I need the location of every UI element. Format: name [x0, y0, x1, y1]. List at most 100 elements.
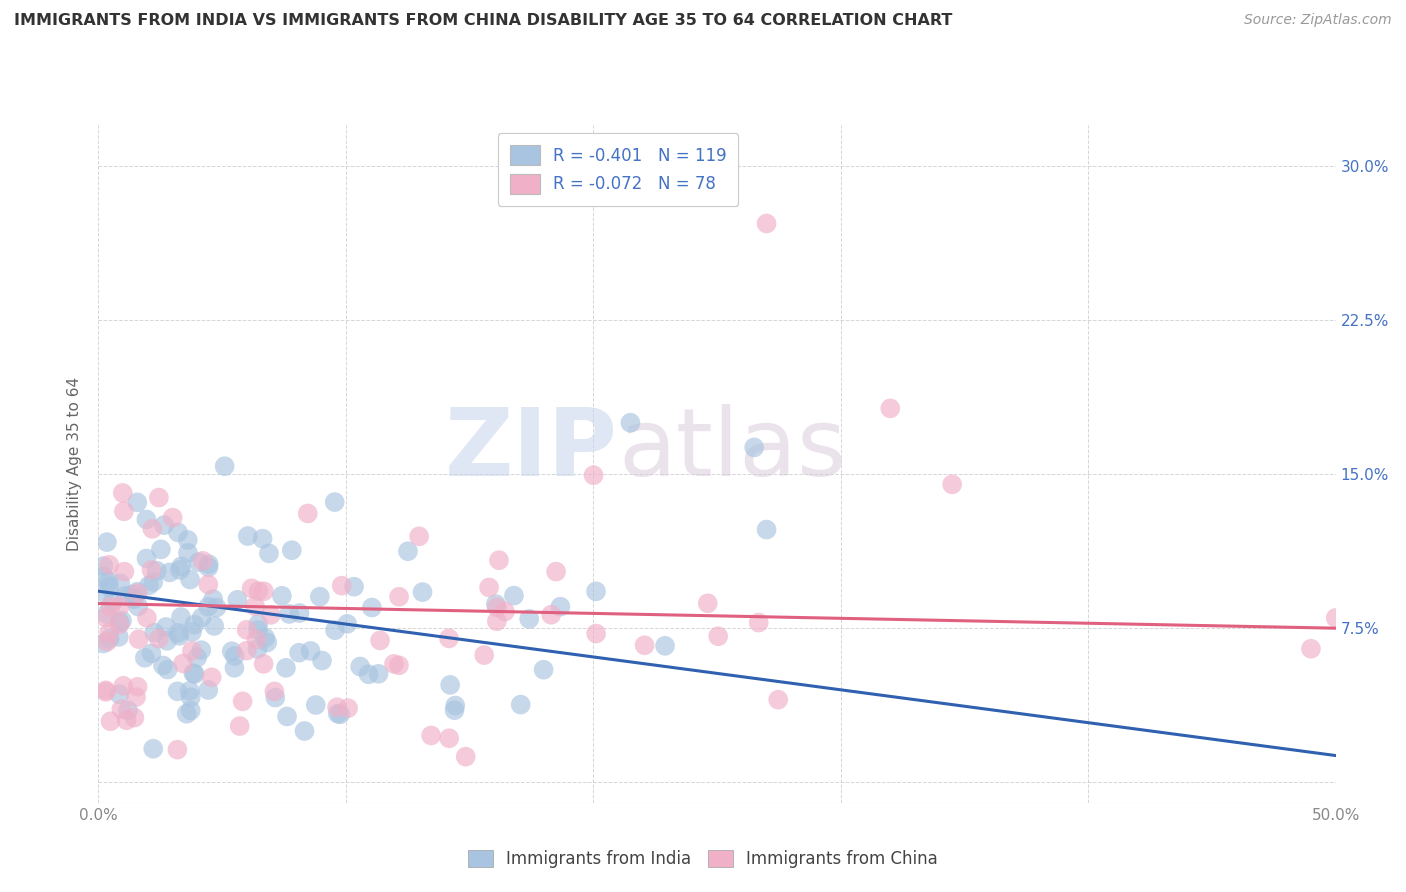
Point [181, 644, 204, 658]
Point [654, 639, 676, 653]
Point [349, 659, 371, 673]
Point [122, 592, 145, 607]
Point [183, 666, 205, 681]
Point [245, 632, 267, 647]
Point [1324, 611, 1347, 625]
Point [201, 670, 224, 684]
Point [224, 661, 246, 675]
Point [108, 615, 131, 630]
Point [172, 657, 194, 671]
Point [232, 694, 254, 708]
Point [170, 610, 193, 624]
Point [437, 632, 460, 646]
Point [202, 619, 225, 633]
Point [288, 646, 311, 660]
Point [264, 690, 287, 705]
Point [177, 533, 200, 547]
Legend: R = -0.401   N = 119, R = -0.072   N = 78: R = -0.401 N = 119, R = -0.072 N = 78 [498, 133, 738, 205]
Point [367, 666, 389, 681]
Point [305, 698, 328, 712]
Point [143, 625, 166, 640]
Point [297, 507, 319, 521]
Point [166, 742, 188, 756]
Point [256, 635, 278, 649]
Point [240, 582, 263, 596]
Point [1299, 641, 1322, 656]
Point [253, 584, 276, 599]
Point [941, 477, 963, 491]
Point [585, 584, 607, 599]
Point [503, 589, 526, 603]
Point [162, 510, 184, 524]
Point [388, 590, 411, 604]
Point [517, 612, 540, 626]
Point [98, 632, 121, 646]
Point [110, 702, 132, 716]
Point [633, 638, 655, 652]
Point [93, 586, 115, 600]
Point [110, 576, 132, 591]
Point [107, 630, 129, 644]
Point [235, 643, 257, 657]
Point [114, 589, 136, 603]
Point [138, 578, 160, 592]
Point [96, 607, 118, 621]
Point [766, 692, 789, 706]
Point [263, 684, 285, 698]
Point [136, 611, 159, 625]
Point [179, 684, 201, 698]
Point [226, 592, 249, 607]
Point [141, 522, 163, 536]
Point [224, 648, 246, 663]
Point [108, 599, 131, 613]
Point [388, 658, 411, 673]
Point [257, 546, 280, 560]
Point [288, 606, 311, 620]
Point [274, 661, 297, 675]
Point [98, 625, 121, 640]
Point [439, 678, 461, 692]
Point [323, 495, 346, 509]
Point [155, 620, 177, 634]
Point [235, 623, 257, 637]
Point [243, 599, 266, 614]
Point [707, 629, 730, 643]
Point [278, 607, 301, 621]
Point [128, 632, 150, 647]
Point [221, 644, 243, 658]
Point [343, 580, 366, 594]
Point [260, 607, 283, 622]
Point [156, 663, 179, 677]
Point [214, 459, 236, 474]
Point [94, 683, 117, 698]
Point [145, 564, 167, 578]
Text: ZIP: ZIP [446, 404, 619, 496]
Point [127, 599, 149, 614]
Point [396, 544, 419, 558]
Point [141, 646, 163, 660]
Point [96, 535, 118, 549]
Point [748, 615, 770, 630]
Point [299, 644, 322, 658]
Point [326, 700, 349, 714]
Point [368, 633, 391, 648]
Point [124, 711, 146, 725]
Point [176, 706, 198, 721]
Point [141, 563, 163, 577]
Point [550, 599, 572, 614]
Point [135, 512, 157, 526]
Point [159, 566, 181, 580]
Text: atlas: atlas [619, 404, 846, 496]
Point [187, 555, 209, 569]
Point [437, 731, 460, 746]
Point [311, 654, 333, 668]
Point [121, 587, 143, 601]
Point [183, 617, 205, 632]
Point [167, 525, 190, 540]
Point [180, 690, 202, 705]
Point [179, 573, 201, 587]
Point [115, 713, 138, 727]
Point [134, 650, 156, 665]
Point [184, 667, 207, 681]
Point [444, 698, 467, 713]
